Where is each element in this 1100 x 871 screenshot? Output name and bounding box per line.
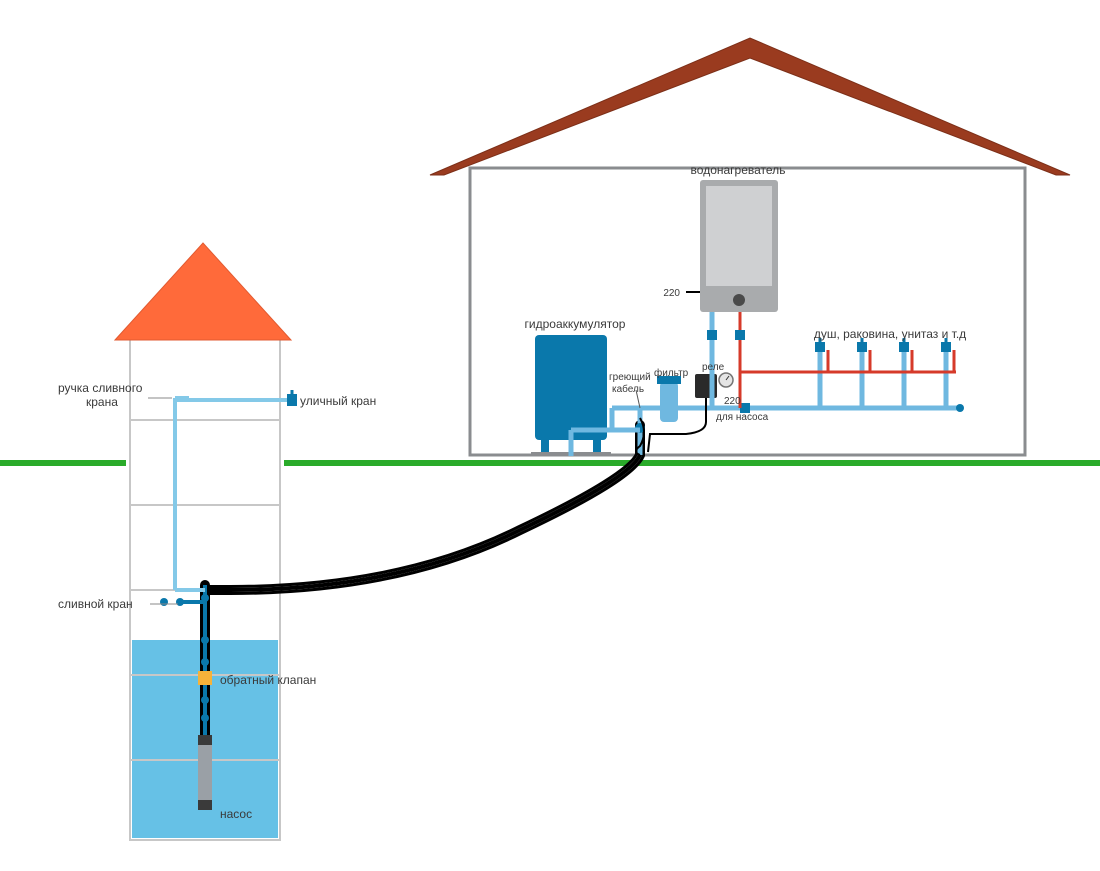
label-heating-cable: греющий (609, 372, 651, 383)
label-220-heater: 220 (663, 288, 680, 299)
fixture-valve (815, 342, 825, 352)
label-street-tap: уличный кран (300, 394, 376, 408)
label-for-pump: для насоса (716, 412, 769, 423)
label-220-relay: 220 (724, 396, 741, 407)
filter (660, 382, 678, 422)
label-relay: реле (702, 362, 725, 373)
label-pump: насос (220, 807, 252, 821)
label-fixtures: душ, раковина, унитаз и т.д (814, 327, 966, 341)
label-drain-handle: ручка сливного (58, 381, 143, 395)
pump (198, 735, 212, 810)
fixture-valve (899, 342, 909, 352)
label-filter: фильтр (654, 367, 689, 379)
svg-text:кабель: кабель (612, 383, 644, 395)
svg-text:крана: крана (86, 395, 118, 409)
label-water-heater: водонагреватель (691, 163, 786, 177)
fixture-valve (941, 342, 951, 352)
accumulator (535, 335, 607, 440)
check-valve (198, 671, 212, 685)
well-roof (115, 243, 291, 340)
label-check-valve: обратный клапан (220, 673, 316, 687)
fixture-valve (857, 342, 867, 352)
label-accumulator: гидроаккумулятор (525, 317, 626, 331)
label-drain-valve: сливной кран (58, 597, 133, 611)
house-roof (430, 38, 1070, 175)
